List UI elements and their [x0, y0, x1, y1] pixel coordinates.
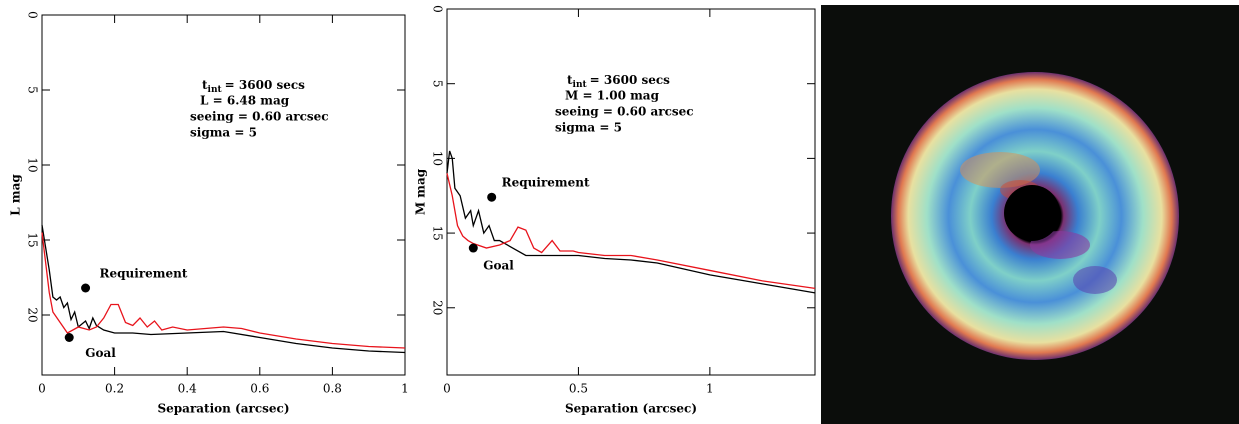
- annotation: sigma = 5: [555, 121, 622, 135]
- x-axis-title: Separation (arcsec): [565, 402, 697, 416]
- annotation-symbol: t: [567, 73, 573, 87]
- y-tick-label: 10: [26, 157, 40, 172]
- point-label: Requirement: [502, 176, 590, 190]
- target-point: [81, 283, 91, 293]
- x-tick-label: 0: [38, 382, 46, 396]
- series-line: [446, 150, 816, 294]
- y-axis-title: M mag: [414, 168, 428, 215]
- y-tick-label: 5: [431, 80, 445, 88]
- y-tick-label: 0: [431, 5, 445, 13]
- y-tick-label: 0: [26, 11, 40, 19]
- annotation: tint = 3600 secs: [202, 78, 305, 95]
- point-label: Goal: [85, 346, 116, 360]
- target-point: [487, 192, 497, 202]
- x-tick-label: 0.5: [569, 382, 588, 396]
- annotation: seeing = 0.60 arcsec: [190, 110, 329, 124]
- x-tick-label: 0.2: [105, 382, 124, 396]
- pupil-image: [821, 5, 1239, 424]
- plot-frame: [446, 8, 816, 376]
- y-axis-title: L mag: [9, 174, 23, 216]
- target-point: [468, 243, 478, 253]
- x-tick-label: 1: [706, 382, 714, 396]
- annotation: sigma = 5: [190, 126, 257, 140]
- x-tick-label: 0.8: [323, 382, 342, 396]
- annotation: seeing = 0.60 arcsec: [555, 105, 694, 119]
- point-label: Requirement: [100, 267, 188, 281]
- y-tick-label: 5: [26, 86, 40, 94]
- series-line: [41, 232, 406, 349]
- target-point: [64, 333, 74, 342]
- annotation-subscript: int: [573, 80, 588, 90]
- y-tick-label: 15: [26, 232, 40, 247]
- x-axis-title: Separation (arcsec): [157, 402, 289, 416]
- plot-frame: [41, 14, 406, 376]
- annotation-subscript: int: [208, 85, 223, 95]
- series-line: [41, 224, 406, 354]
- annotation: tint = 3600 secs: [567, 73, 670, 90]
- y-tick-label: 15: [431, 225, 445, 240]
- y-tick-label: 20: [431, 300, 445, 315]
- annotation-text: = 3600 secs: [590, 73, 671, 87]
- y-tick-label: 10: [431, 151, 445, 166]
- annotation-symbol: t: [202, 78, 208, 92]
- series-line: [446, 173, 816, 289]
- annotation-text: = 3600 secs: [225, 78, 306, 92]
- x-tick-label: 1: [401, 382, 409, 396]
- annotation: L = 6.48 mag: [200, 94, 290, 108]
- y-tick-label: 20: [26, 307, 40, 322]
- x-tick-label: 0.6: [250, 382, 269, 396]
- x-tick-label: 0.4: [178, 382, 197, 396]
- annotation: M = 1.00 mag: [565, 89, 660, 103]
- point-label: Goal: [483, 259, 514, 273]
- x-tick-label: 0: [443, 382, 451, 396]
